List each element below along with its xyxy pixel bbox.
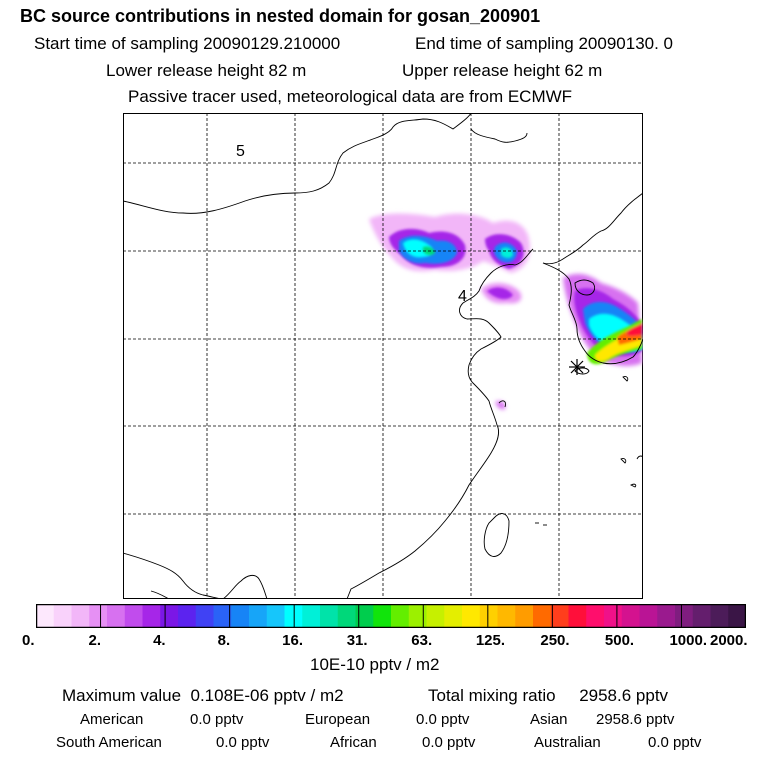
colorbar-cell [124, 604, 143, 628]
region-asian-name: Asian [530, 711, 568, 728]
colorbar-cell [621, 604, 640, 628]
region-european-value: 0.0 pptv [416, 711, 470, 728]
colorbar-cell [479, 604, 498, 628]
colorbar-cell [160, 604, 179, 628]
colorbar-cell [391, 604, 410, 628]
colorbar-tick-label: 31. [346, 632, 368, 649]
colorbar-cell [426, 604, 445, 628]
colorbar-cell [178, 604, 197, 628]
colorbar-tick-label: 63. [411, 632, 433, 649]
day-label-5: 5 [236, 143, 245, 160]
total-mixing-line: Total mixing ratio 2958.6 pptv [428, 686, 668, 706]
max-value: 0.108E-06 pptv / m2 [190, 686, 344, 705]
colorbar-cell [355, 604, 374, 628]
colorbar-cell [586, 604, 605, 628]
colorbar-cell [533, 604, 552, 628]
map-panel: 5 4 [123, 113, 643, 599]
colorbar-cell [142, 604, 161, 628]
region-australian-name: Australian [534, 734, 601, 751]
colorbar-cell [266, 604, 285, 628]
colorbar-cell [408, 604, 427, 628]
colorbar-tick-label: 250. [540, 632, 570, 649]
receptor-marker-icon [569, 359, 585, 375]
colorbar-cell [657, 604, 676, 628]
colorbar-cell [249, 604, 268, 628]
colorbar-cell [89, 604, 108, 628]
colorbar-tick-label: 2000. [710, 632, 748, 649]
concentration-plume [369, 213, 642, 410]
max-label: Maximum value [62, 686, 182, 705]
colorbar-cell [515, 604, 534, 628]
region-asian-value: 2958.6 pptv [596, 711, 675, 728]
end-time: End time of sampling 20090130. 0 [415, 34, 674, 53]
colorbar-cell [675, 604, 694, 628]
colorbar-border [36, 604, 746, 628]
colorbar-cell [320, 604, 339, 628]
region-south-american-value: 0.0 pptv [216, 734, 270, 751]
colorbar-tick-label: 8. [217, 632, 231, 649]
colorbar-cell [692, 604, 711, 628]
colorbar-cell [284, 604, 303, 628]
colorbar-cell [53, 604, 72, 628]
colorbar-cell [195, 604, 214, 628]
colorbar-cell [107, 604, 126, 628]
colorbar-cell [462, 604, 481, 628]
colorbar-cell [444, 604, 463, 628]
region-american-value: 0.0 pptv [190, 711, 244, 728]
colorbar-cell [36, 604, 55, 628]
coastlines [123, 113, 643, 599]
plot-title: BC source contributions in nested domain… [20, 6, 541, 26]
total-value: 2958.6 pptv [579, 686, 669, 705]
colorbar [36, 604, 746, 628]
colorbar-tick-label: 125. [475, 632, 506, 649]
upper-release-height: Upper release height 62 m [402, 61, 603, 80]
colorbar-tick-label: 4. [153, 632, 166, 649]
colorbar-cell [337, 604, 356, 628]
colorbar-cell [497, 604, 516, 628]
start-time: Start time of sampling 20090129.210000 [34, 34, 341, 53]
colorbar-cell [550, 604, 569, 628]
colorbar-cell [213, 604, 232, 628]
colorbar-cell [231, 604, 250, 628]
lat-lon-grid [123, 113, 643, 599]
colorbar-tick-label: 1000. [669, 632, 707, 649]
colorbar-units: 10E-10 pptv / m2 [310, 655, 440, 674]
region-african-value: 0.0 pptv [422, 734, 476, 751]
region-african-name: African [330, 734, 377, 751]
colorbar-cell [710, 604, 729, 628]
region-south-american-name: South American [56, 734, 162, 751]
colorbar-cell [728, 604, 746, 628]
colorbar-cell [604, 604, 623, 628]
colorbar-tick-label: 500. [604, 632, 635, 649]
colorbar-cell [373, 604, 392, 628]
total-label: Total mixing ratio [428, 686, 556, 705]
colorbar-tick-label: 16. [282, 632, 304, 649]
max-value-line: Maximum value 0.108E-06 pptv / m2 [62, 686, 344, 706]
lower-release-height: Lower release height 82 m [106, 61, 307, 80]
colorbar-tick-label: 0. [22, 632, 35, 649]
tracer-note: Passive tracer used, meteorological data… [128, 87, 573, 106]
region-european-name: European [305, 711, 371, 728]
region-american-name: American [80, 711, 144, 728]
colorbar-tick-label: 2. [88, 632, 102, 649]
day-label-4: 4 [458, 288, 467, 305]
colorbar-cell [639, 604, 658, 628]
colorbar-cell [71, 604, 90, 628]
colorbar-cell [302, 604, 321, 628]
colorbar-cell [568, 604, 587, 628]
region-australian-value: 0.0 pptv [648, 734, 702, 751]
